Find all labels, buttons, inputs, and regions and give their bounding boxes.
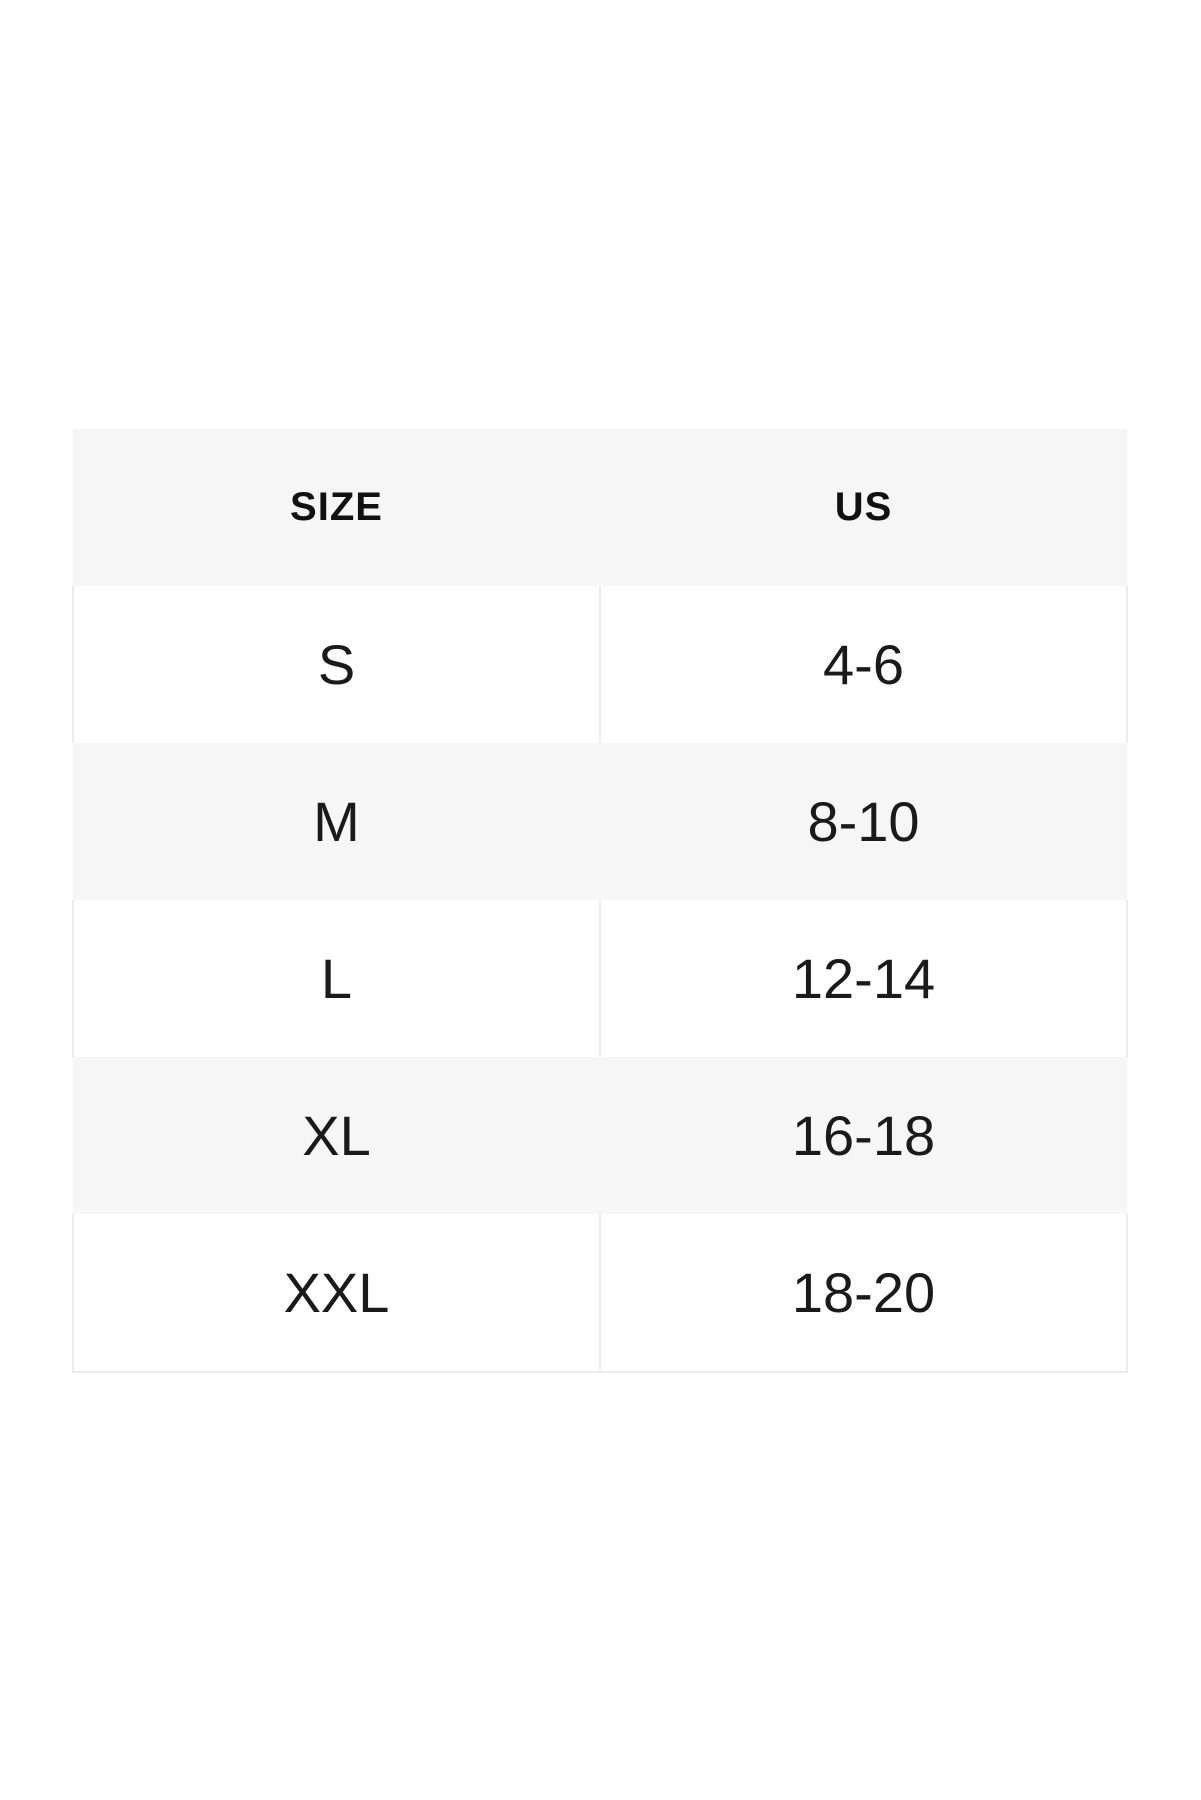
us-cell: 4-6 [599, 586, 1128, 743]
size-cell: M [73, 743, 600, 900]
column-header-us: US [600, 429, 1127, 586]
us-cell: 12-14 [599, 900, 1128, 1057]
size-chart-table: SIZE US S 4-6 M 8-10 L 12-14 XL 16-18 XX [72, 429, 1128, 1373]
size-chart-header-row: SIZE US [73, 429, 1127, 586]
table-row-xxl: XXL 18-20 [72, 1214, 1128, 1373]
us-cell: 8-10 [600, 743, 1127, 900]
size-cell: L [72, 900, 601, 1057]
us-cell: 16-18 [600, 1057, 1127, 1214]
table-row-xl: XL 16-18 [73, 1057, 1127, 1214]
table-row-l: L 12-14 [72, 900, 1128, 1057]
size-cell: XXL [72, 1214, 601, 1373]
table-row-m: M 8-10 [73, 743, 1127, 900]
size-cell: XL [73, 1057, 600, 1214]
us-cell: 18-20 [599, 1214, 1128, 1373]
size-chart: SIZE US S 4-6 M 8-10 L 12-14 XL 16-18 XX [72, 429, 1128, 1373]
column-header-size: SIZE [73, 429, 600, 586]
table-row-s: S 4-6 [72, 586, 1128, 743]
size-cell: S [72, 586, 601, 743]
